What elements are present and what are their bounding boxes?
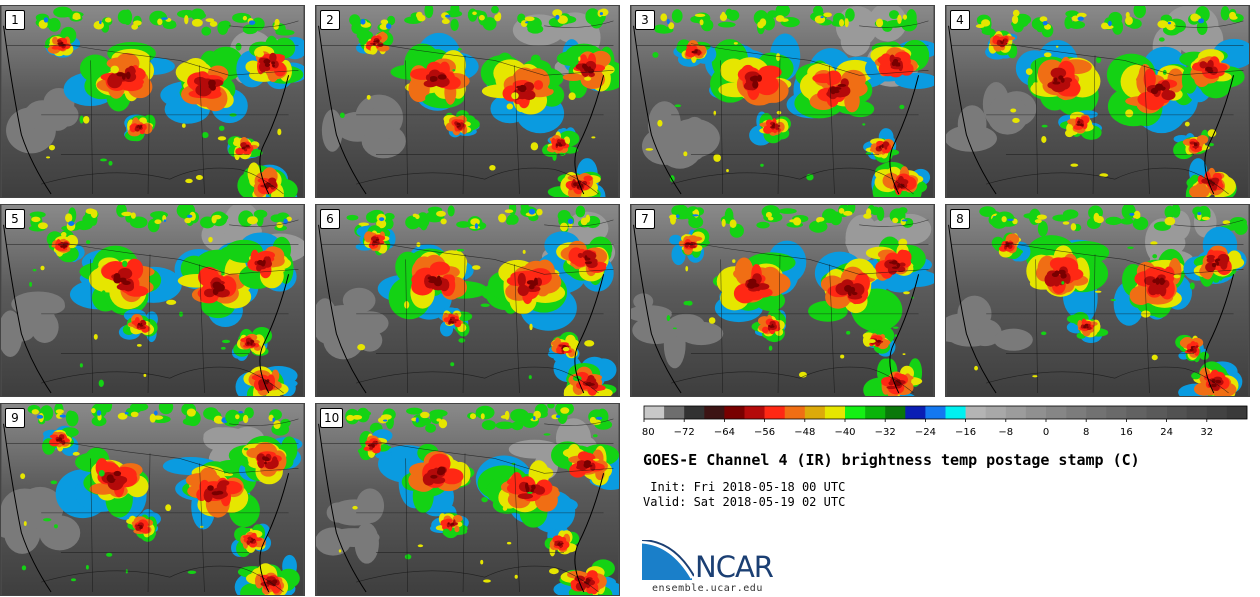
member-number-label: 3 (635, 10, 655, 30)
colorbar-tick-label: −56 (754, 427, 775, 438)
colorbar-tick-label: −40 (834, 427, 855, 438)
member-number-label: 5 (5, 209, 25, 229)
colorbar-swatch (664, 406, 685, 419)
valid-time: Valid: Sat 2018-05-19 02 UTC (643, 495, 846, 509)
colorbar-tick-label: −16 (955, 427, 976, 438)
colorbar-tick-label: 24 (1160, 427, 1173, 438)
ensemble-member-panel: 9 (0, 403, 305, 596)
member-number-label: 2 (320, 10, 340, 30)
colorbar-swatch (1005, 406, 1027, 419)
colorbar-swatch (1206, 406, 1228, 419)
colorbar-swatch (945, 406, 966, 419)
colorbar-swatch (1046, 406, 1067, 419)
ir-satellite-map (946, 205, 1249, 396)
colorbar-swatch (804, 406, 826, 419)
colorbar-swatch (1086, 406, 1107, 419)
member-number-label: 9 (5, 408, 25, 428)
ncar-swoosh-icon (641, 539, 695, 580)
ensemble-member-panel: 3 (630, 5, 935, 198)
colorbar-swatch (905, 406, 926, 419)
colorbar-swatch (744, 406, 765, 419)
member-number-label: 7 (635, 209, 655, 229)
ensemble-member-panel: 1 (0, 5, 305, 198)
colorbar-tick-label: −72 (674, 427, 695, 438)
colorbar-tick-label: 32 (1200, 427, 1213, 438)
ensemble-member-panel: 8 (945, 204, 1250, 397)
ir-satellite-map (316, 205, 619, 396)
colorbar-swatch (845, 406, 866, 419)
colorbar-swatch (644, 406, 665, 419)
colorbar-swatch (965, 406, 986, 419)
colorbar-swatch (764, 406, 785, 419)
colorbar-swatch (1066, 406, 1087, 419)
member-number-label: 4 (950, 10, 970, 30)
ensemble-member-panel: 7 (630, 204, 935, 397)
colorbar-tick-label: −32 (875, 427, 896, 438)
colorbar-tick-label: 16 (1120, 427, 1133, 438)
colorbar-swatch (985, 406, 1007, 419)
colorbar-swatch (885, 406, 906, 419)
ensemble-member-panel: 4 (945, 5, 1250, 198)
colorbar-swatch (684, 406, 705, 419)
ir-satellite-map (1, 6, 304, 197)
chart-title: GOES-E Channel 4 (IR) brightness temp po… (643, 451, 1140, 469)
colorbar-swatch (704, 406, 725, 419)
init-time: Init: Fri 2018-05-18 00 UTC (643, 480, 846, 494)
ensemble-member-panel: 2 (315, 5, 620, 198)
member-number-label: 1 (5, 10, 25, 30)
colorbar-swatch (724, 406, 745, 419)
colorbar-tick-label: −8 (998, 427, 1013, 438)
ensemble-member-panel: 6 (315, 204, 620, 397)
ir-satellite-map (1, 205, 304, 396)
member-number-label: 8 (950, 209, 970, 229)
ensemble-member-panel: 5 (0, 204, 305, 397)
colorbar-tick-label: 0 (1043, 427, 1049, 438)
ncar-logo-text: NCAR (695, 550, 774, 584)
colorbar-swatch (1226, 406, 1248, 419)
colorbar-tick-label: −48 (794, 427, 815, 438)
colorbar-swatch (925, 406, 946, 419)
ir-satellite-map (631, 6, 934, 197)
colorbar-tick-label: −80 (642, 427, 655, 438)
colorbar-swatch (1126, 406, 1147, 419)
colorbar-swatch (865, 406, 886, 419)
ncar-logo: NCAR ensemble.ucar.edu (641, 539, 802, 595)
ir-satellite-map (316, 404, 619, 595)
colorbar-swatch (784, 406, 806, 419)
member-number-label: 6 (320, 209, 340, 229)
colorbar-tick-label: −64 (714, 427, 735, 438)
member-number-label: 10 (320, 408, 344, 428)
colorbar-swatch (1146, 406, 1167, 419)
logo-url: ensemble.ucar.edu (652, 583, 763, 594)
colorbar-swatch (824, 406, 846, 419)
ir-satellite-map (1, 404, 304, 595)
colorbar-tick-label: −24 (915, 427, 936, 438)
ir-satellite-map (946, 6, 1249, 197)
colorbar-tick-label: 8 (1083, 427, 1089, 438)
colorbar-swatch (1166, 406, 1187, 419)
colorbar-swatch (1025, 406, 1047, 419)
colorbar-swatch (1186, 406, 1208, 419)
ensemble-member-panel: 10 (315, 403, 620, 596)
ir-satellite-map (316, 6, 619, 197)
ir-satellite-map (631, 205, 934, 396)
colorbar-swatch (1106, 406, 1127, 419)
